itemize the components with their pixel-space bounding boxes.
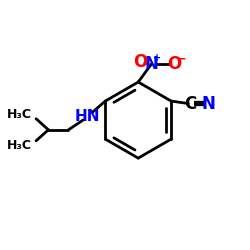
Text: HN: HN <box>75 109 100 124</box>
Text: +: + <box>153 52 161 62</box>
Text: −: − <box>176 52 186 65</box>
Text: C: C <box>184 94 196 112</box>
Text: N: N <box>201 94 215 112</box>
Text: N: N <box>145 55 159 73</box>
Text: O: O <box>167 55 181 73</box>
Text: H₃C: H₃C <box>7 139 32 152</box>
Text: O: O <box>134 54 148 72</box>
Text: H₃C: H₃C <box>7 108 32 121</box>
